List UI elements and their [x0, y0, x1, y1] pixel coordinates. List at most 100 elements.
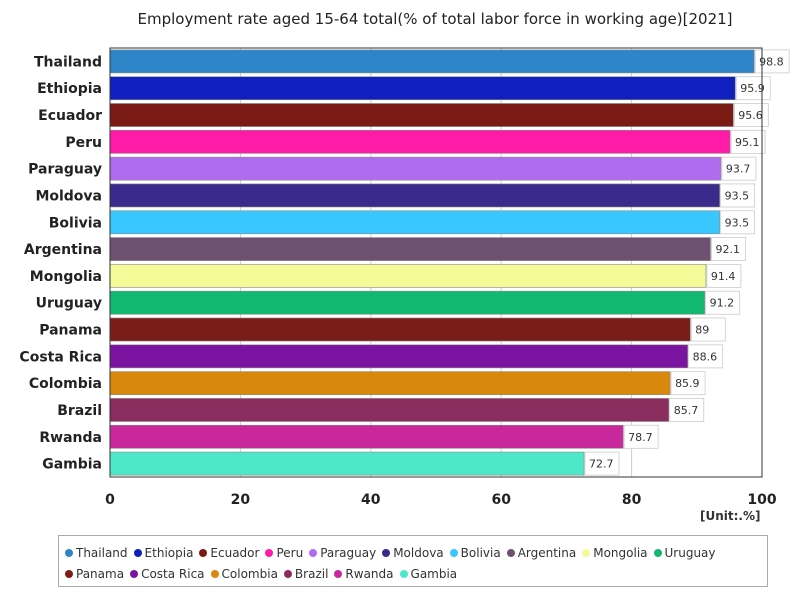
category-label: Colombia: [29, 376, 102, 392]
data-label-box: [720, 183, 756, 208]
legend-marker: [210, 570, 219, 578]
category-label: Panama: [39, 323, 102, 339]
bar: [109, 371, 671, 395]
legend-item: Uruguay: [653, 543, 716, 564]
legend: Thailand Ethiopia Ecuador Peru Paraguay Moldo…: [58, 535, 768, 587]
data-label-box: [754, 49, 790, 74]
legend-label: Costa Rica: [141, 567, 205, 581]
bar: [109, 210, 720, 235]
x-tick-label: 40: [361, 492, 381, 508]
bar: [109, 290, 705, 315]
legend-item: Peru: [265, 543, 303, 564]
legend-label: Argentina: [517, 546, 577, 560]
data-label-box: [688, 344, 724, 369]
legend-item: Ecuador: [199, 543, 259, 564]
legend-item: Thailand: [65, 543, 128, 564]
data-label: 95.1: [735, 136, 760, 149]
legend-item: Moldova: [382, 543, 444, 564]
bar: [109, 424, 624, 449]
data-label-box: [720, 210, 756, 235]
legend-item: Colombia: [210, 564, 278, 585]
category-label: Thailand: [34, 54, 102, 70]
data-label-box: [623, 424, 659, 449]
data-label: 98.8: [759, 55, 784, 68]
legend-marker: [309, 549, 318, 557]
legend-marker: [199, 549, 208, 557]
category-label: Ethiopia: [37, 81, 102, 97]
data-label: 72.7: [589, 458, 614, 471]
legend-label: Bolivia: [460, 546, 501, 560]
legend-label: Brazil: [294, 567, 329, 581]
data-label-box: [690, 317, 726, 342]
category-label: Argentina: [24, 242, 102, 258]
legend-label: Mongolia: [593, 546, 648, 560]
legend-item: Ethiopia: [133, 543, 194, 564]
category-label: Moldova: [35, 188, 102, 204]
x-tick-label: 60: [491, 492, 511, 508]
legend-item: Argentina: [506, 543, 577, 564]
legend-label: Panama: [76, 567, 125, 581]
legend-label: Paraguay: [320, 546, 377, 560]
legend-label: Ethiopia: [144, 546, 194, 560]
bar: [109, 183, 720, 208]
legend-label: Ecuador: [210, 546, 260, 560]
legend-marker: [283, 570, 292, 578]
legend-item: Costa Rica: [130, 564, 205, 585]
bar: [109, 317, 691, 342]
data-label-box: [584, 451, 620, 476]
bar: [109, 49, 755, 74]
category-label: Gambia: [42, 457, 102, 473]
x-tick-label: 0: [105, 492, 115, 508]
legend-label: Uruguay: [664, 546, 716, 560]
category-label: Ecuador: [38, 108, 102, 124]
legend-item: Paraguay: [309, 543, 376, 564]
legend-marker: [399, 570, 408, 578]
chart-title: Employment rate aged 15-64 total(% of to…: [137, 10, 733, 28]
legend-label: Rwanda: [345, 567, 394, 581]
data-label-box: [711, 237, 746, 262]
data-label: 78.7: [628, 431, 653, 444]
bar: [109, 156, 722, 181]
data-label: 91.2: [710, 297, 735, 310]
bar: [109, 237, 711, 261]
legend-label: Gambia: [410, 567, 458, 581]
legend-item: Rwanda: [334, 564, 394, 585]
data-label: 93.5: [725, 216, 750, 229]
legend-marker: [506, 549, 515, 557]
legend-item: Mongolia: [582, 543, 648, 564]
data-label-box: [721, 156, 757, 181]
data-label-box: [669, 398, 705, 422]
data-label: 89: [695, 324, 709, 337]
legend-label: Moldova: [393, 546, 444, 560]
bar: [109, 76, 736, 101]
category-label: Brazil: [57, 403, 102, 419]
data-label-box: [733, 103, 769, 127]
legend-marker: [65, 549, 73, 557]
category-label: Peru: [65, 135, 102, 151]
data-label-box: [670, 371, 706, 396]
legend-label: Thailand: [76, 546, 128, 560]
plot-border: [109, 47, 763, 478]
legend-marker: [133, 549, 142, 557]
x-tick-label: 80: [622, 492, 642, 508]
legend-marker: [65, 570, 73, 578]
legend-marker: [582, 549, 591, 557]
data-label-box: [706, 263, 742, 288]
data-label: 92.1: [715, 243, 740, 256]
unit-label: [Unit:.%]: [700, 509, 761, 523]
bar: [109, 264, 707, 288]
legend-label: Colombia: [221, 567, 278, 581]
legend-item: Panama: [65, 564, 124, 585]
legend-marker: [334, 570, 343, 578]
data-label: 93.7: [726, 163, 751, 176]
category-label: Paraguay: [28, 162, 102, 178]
legend-label: Peru: [276, 546, 304, 560]
legend-marker: [449, 549, 458, 557]
legend-marker: [130, 570, 139, 578]
category-label: Uruguay: [36, 296, 102, 312]
category-label: Mongolia: [30, 269, 102, 285]
data-label: 85.7: [674, 404, 699, 417]
category-label: Costa Rica: [19, 349, 102, 365]
legend-marker: [265, 549, 274, 557]
data-label: 95.6: [738, 109, 763, 122]
